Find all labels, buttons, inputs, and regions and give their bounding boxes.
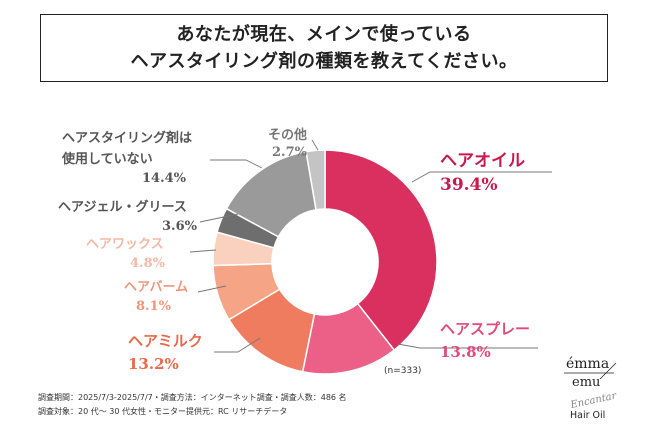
leader-other [311, 139, 319, 151]
question-box: あなたが現在、メインで使っている ヘアスタイリング剤の種類を教えてください。 [40, 14, 608, 82]
leader-hair-wax [189, 249, 217, 253]
survey-period-note: 調査期間：2025/7/3-2025/7/7・調査方法：インターネット調査・調査… [38, 393, 347, 402]
label-other: その他 2.7% [268, 124, 307, 160]
label-hair-gel: ヘアジェル・グリース 3.6% [58, 196, 197, 234]
label-no-styling-name-1: ヘアスタイリング剤は [62, 131, 193, 146]
label-hair-milk-value: 13.2% [128, 355, 179, 373]
logo-script: Encantar [569, 390, 618, 411]
label-hair-balm-value: 8.1% [136, 299, 171, 314]
label-no-styling-name-2: 使用していない [62, 152, 153, 167]
label-hair-gel-value: 3.6% [162, 219, 197, 234]
label-hair-gel-name: ヘアジェル・グリース [58, 200, 187, 215]
leader-hair-milk [214, 337, 261, 353]
logo-product: Hair Oil [570, 410, 605, 421]
question-line-2: ヘアスタイリング剤の種類を教えてください。 [130, 51, 518, 72]
logo-brand-top: émma [566, 356, 609, 372]
label-other-name: その他 [268, 128, 308, 143]
leader-hair-oil [411, 171, 552, 183]
label-hair-oil-name: ヘアオイル [440, 151, 525, 171]
question-line-1: あなたが現在、メインで使っている [176, 24, 472, 45]
label-hair-oil: ヘアオイル 39.4% [440, 146, 525, 195]
slice-hair-oil [324, 149, 438, 352]
label-no-styling: ヘアスタイリング剤は 使用していない 14.4% [62, 127, 192, 186]
label-hair-wax-name: ヘアワックス [86, 237, 164, 252]
leader-no-styling [210, 159, 263, 169]
sample-size: (n=333) [384, 366, 422, 376]
label-hair-balm-name: ヘアバーム [124, 280, 189, 295]
logo-brand-bottom: emu [572, 375, 600, 390]
label-hair-milk-name: ヘアミルク [128, 332, 203, 350]
label-no-styling-value: 14.4% [142, 171, 187, 186]
survey-target-note: 調査対象：20 代〜 30 代女性・モニター提供元：RC リサーチデータ [38, 407, 288, 416]
label-hair-wax: ヘアワックス 4.8% [86, 233, 165, 271]
leader-hair-spray [397, 343, 538, 349]
label-hair-milk: ヘアミルク 13.2% [128, 330, 203, 373]
label-hair-spray-value: 13.8% [440, 343, 491, 361]
label-hair-balm: ヘアバーム 8.1% [124, 276, 188, 314]
label-hair-spray-name: ヘアスプレー [440, 320, 531, 338]
label-other-value: 2.7% [272, 145, 307, 160]
label-hair-spray: ヘアスプレー 13.8% [440, 318, 530, 361]
label-hair-wax-value: 4.8% [130, 256, 165, 271]
leader-hair-balm [197, 285, 227, 293]
slice-other [305, 149, 326, 211]
label-hair-oil-value: 39.4% [440, 175, 498, 195]
brand-logo: émma emu Encantar Hair Oil [562, 352, 619, 424]
leader-hair-gel [199, 213, 239, 223]
